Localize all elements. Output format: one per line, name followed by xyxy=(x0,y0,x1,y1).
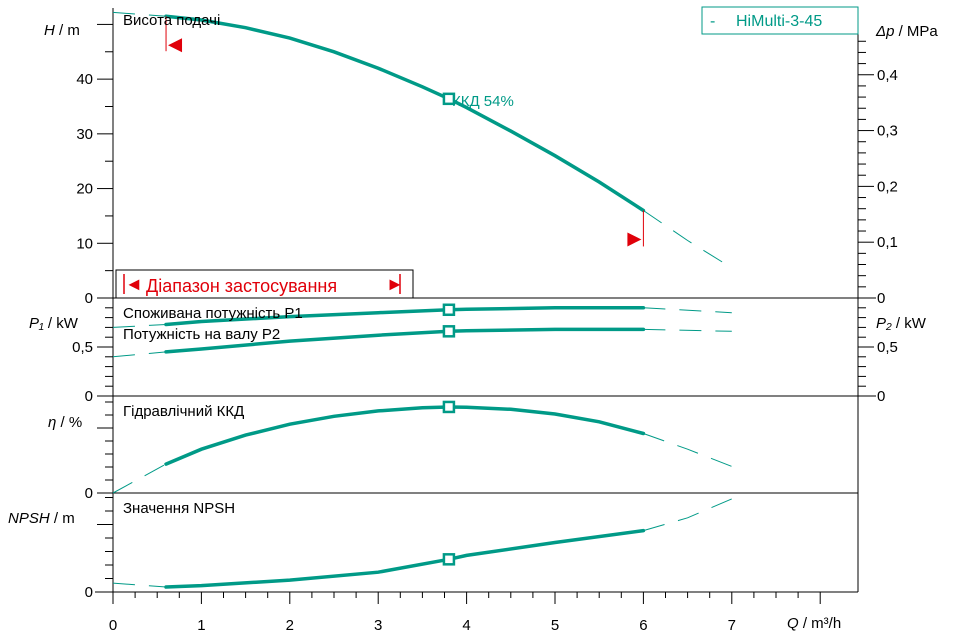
pressure-tick-label: 0,2 xyxy=(877,178,898,195)
p1-tick-label: 0 xyxy=(85,388,93,405)
p2-axis-var: P₂ xyxy=(876,315,892,332)
p1-tick-label: 0,5 xyxy=(72,339,93,356)
pressure-tick-label: 0,1 xyxy=(877,234,898,251)
npsh-panel-title: Значення NPSH xyxy=(123,500,235,517)
p2-tick-label: 0 xyxy=(877,388,885,405)
npsh-axis-label: NPSH / m xyxy=(8,510,75,527)
operating-point-marker xyxy=(442,400,456,414)
x-tick-label: 3 xyxy=(374,617,382,634)
pressure-tick-label: 0 xyxy=(877,290,885,307)
legend: - HiMulti-3-45 xyxy=(701,6,859,35)
p1-axis-unit: / kW xyxy=(44,315,79,332)
curves xyxy=(112,11,733,589)
x-tick-label: 4 xyxy=(462,617,470,634)
series-extension-low xyxy=(112,351,167,358)
operating-point-marker xyxy=(442,303,456,317)
npsh-axis-var: NPSH xyxy=(8,510,50,527)
range-end-arrow xyxy=(627,232,642,247)
series-line xyxy=(164,306,646,327)
head-axis-unit: / m xyxy=(55,22,80,39)
operating-point-marker xyxy=(442,325,456,338)
range-label-text: Діапазон застосування xyxy=(146,276,337,296)
x-axis-var: Q xyxy=(787,615,799,632)
bep-efficiency-label: ККД 54% xyxy=(452,93,514,110)
head-tick-label: 30 xyxy=(76,126,93,143)
x-tick-label: 0 xyxy=(109,617,117,634)
range-left-arrow: ◄ xyxy=(125,274,143,294)
operating-range-box: ◄ Діапазон застосування ► xyxy=(115,269,414,299)
head-axis-var: H xyxy=(44,22,55,39)
efficiency-tick-label: 0 xyxy=(85,485,93,502)
pressure-axis-var: Δp xyxy=(875,23,894,40)
p1-axis-var: P₁ xyxy=(29,315,44,332)
legend-box xyxy=(701,6,859,35)
legend-dash: - xyxy=(710,13,715,30)
pressure-axis-unit: / MPa xyxy=(894,23,938,40)
npsh-axis-unit: / m xyxy=(50,510,75,527)
p2-axis-unit: / kW xyxy=(892,315,927,332)
series-line xyxy=(164,528,646,589)
p1-axis-label: P₁ / kW xyxy=(29,315,79,332)
pressure-tick-label: 0,3 xyxy=(877,123,898,140)
series-extension-low xyxy=(112,11,167,17)
p2-tick-label: 0,5 xyxy=(877,339,898,356)
x-axis-unit: / m³/h xyxy=(799,615,842,632)
head-axis-label: H / m xyxy=(44,22,80,39)
efficiency-axis-var: η xyxy=(48,414,56,431)
markers xyxy=(165,16,644,566)
series-line xyxy=(164,327,646,354)
npsh-tick-label: 0 xyxy=(85,584,93,601)
head-panel-title: Висота подачі xyxy=(123,12,220,29)
pressure-axis-label: Δp / MPa xyxy=(875,23,938,40)
power-series-p2-label: Потужність на валу P2 xyxy=(123,326,280,343)
series-extension-high xyxy=(643,307,732,314)
x-tick-label: 1 xyxy=(197,617,205,634)
x-tick-label: 5 xyxy=(551,617,559,634)
legend-series-name: HiMulti-3-45 xyxy=(736,13,822,30)
head-tick-label: 0 xyxy=(85,290,93,307)
operating-point-marker xyxy=(442,92,456,106)
efficiency-axis-unit: / % xyxy=(56,414,82,431)
range-right-arrow: ► xyxy=(386,274,404,294)
power-series-p1-label: Споживана потужність P1 xyxy=(123,305,303,322)
x-tick-label: 2 xyxy=(286,617,294,634)
pressure-tick-label: 0,4 xyxy=(877,67,898,84)
operating-point-marker xyxy=(442,553,456,566)
p2-axis-label: P₂ / kW xyxy=(876,315,927,332)
series-extension-low xyxy=(112,582,167,588)
series-line xyxy=(164,405,646,466)
x-tick-label: 6 xyxy=(639,617,647,634)
series-extension-high xyxy=(643,498,732,532)
series-extension-high xyxy=(643,433,732,467)
series-extension-low xyxy=(112,324,167,328)
range-start-arrow xyxy=(168,38,183,53)
series-extension-high xyxy=(643,210,733,269)
head-tick-label: 20 xyxy=(76,181,93,198)
x-axis-label: Q / m³/h xyxy=(787,615,841,632)
efficiency-panel-title: Гідравлічний ККД xyxy=(123,403,244,420)
series-extension-high xyxy=(643,328,732,332)
series-line xyxy=(164,14,646,213)
x-tick-label: 7 xyxy=(728,617,736,634)
series-extension-low xyxy=(112,463,167,494)
head-tick-label: 10 xyxy=(76,235,93,252)
head-tick-label: 40 xyxy=(76,71,93,88)
axis-ticks xyxy=(97,23,874,604)
efficiency-axis-label: η / % xyxy=(48,414,82,431)
operating-range-frame xyxy=(115,269,414,299)
